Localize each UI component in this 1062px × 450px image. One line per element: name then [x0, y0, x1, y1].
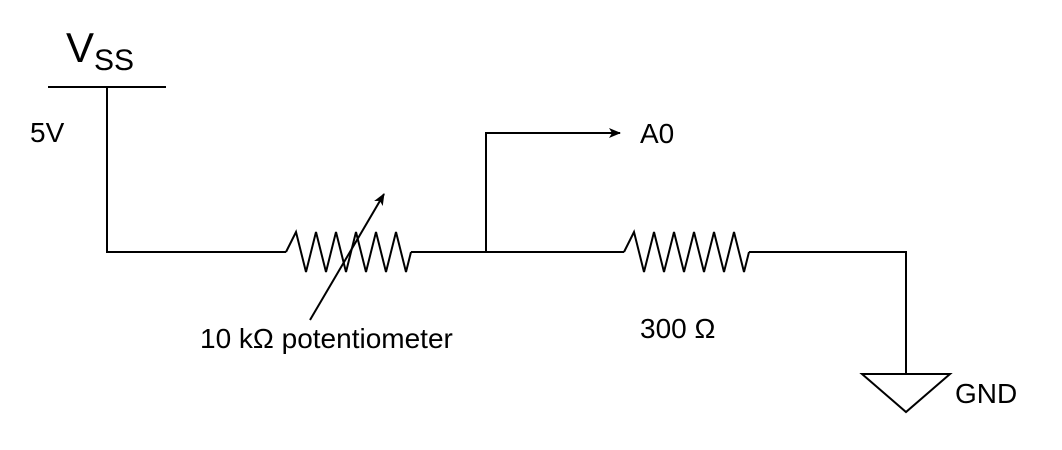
ground-symbol [859, 373, 953, 414]
fixed-resistor [623, 229, 750, 273]
supply-subscript: SS [94, 44, 134, 77]
supply-voltage-label: 5V [30, 117, 65, 148]
supply-symbol: V [66, 24, 94, 71]
potentiometer-arrow [309, 193, 385, 321]
wire-to-a0 [485, 128, 621, 252]
supply-label: VSS [66, 24, 134, 77]
potentiometer-label: 10 kΩ potentiometer [200, 323, 453, 354]
wire-to-ground [749, 251, 907, 374]
resistor-label: 300 Ω [640, 313, 715, 344]
ground-label: GND [955, 378, 1017, 409]
wire-supply-to-pot [106, 87, 286, 253]
potentiometer-resistor [285, 229, 412, 273]
output-label: A0 [640, 118, 674, 149]
